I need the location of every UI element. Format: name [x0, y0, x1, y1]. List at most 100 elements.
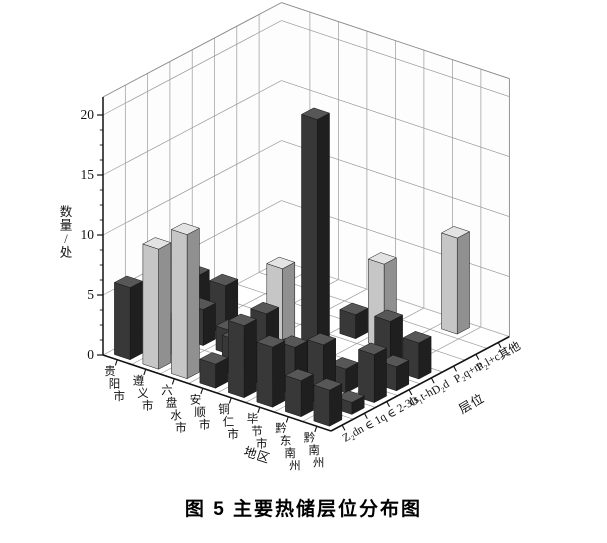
bar-遵义市-Z₂dn: [142, 237, 172, 370]
y-tick: [341, 424, 346, 431]
bar-top-face: [339, 302, 369, 315]
x-tick: [171, 378, 175, 385]
x-tick: [114, 359, 118, 366]
bar-毕节市-Z₂dn: [256, 335, 286, 408]
bar-side-face: [243, 318, 257, 399]
bar-top-face: [256, 335, 286, 348]
bar-top-face: [373, 309, 404, 322]
y-tick: [386, 401, 391, 408]
z-tick-label: 20: [81, 107, 95, 122]
bar-side-face: [373, 347, 387, 404]
bar-黔东南州-其他: [440, 226, 471, 335]
bar-front-face: [313, 384, 330, 427]
bar-top-face: [278, 335, 308, 348]
bar-top-face: [266, 256, 296, 270]
x-tick: [143, 369, 147, 376]
bar-top-face: [380, 354, 410, 368]
bar-front-face: [142, 243, 159, 370]
x-tick: [314, 426, 318, 433]
z-tick-label: 10: [81, 227, 95, 242]
y-tick: [475, 354, 480, 360]
bar-top-face: [142, 237, 172, 250]
y-tick: [408, 389, 413, 396]
horizon-tick-label: ∈ 1q: [363, 411, 389, 433]
bar-top-face: [227, 313, 258, 326]
bar-top-face: [335, 390, 365, 403]
bar-贵阳市-Z₂dn: [113, 275, 144, 361]
bar-top-face: [199, 352, 229, 365]
x-tick: [285, 416, 289, 423]
bar-top-face: [113, 275, 144, 288]
bar-top-face: [440, 226, 471, 239]
bar-side-face: [202, 302, 216, 347]
y-axis: [330, 335, 510, 432]
bar-side-face: [418, 336, 432, 380]
y-tick: [430, 377, 435, 384]
z-tick-labels: 0 5 10 15 20: [81, 107, 103, 362]
bar-top-face: [357, 342, 388, 355]
bar-黔南州-∈ 2-3ls: [357, 342, 388, 404]
bar-黔南州-Z₂dn: [313, 378, 343, 427]
bar-side-face: [129, 280, 143, 361]
region-tick-label: 黔南州: [304, 430, 325, 469]
z-tick-label: 15: [81, 167, 95, 182]
y-tick: [363, 413, 368, 419]
region-tick-label: 六盘水市: [161, 384, 186, 435]
bar-side-face: [186, 227, 200, 380]
bar-top-face: [313, 378, 343, 391]
bar-黔东南州-Z₂dn: [284, 368, 315, 418]
bar-front-face: [171, 229, 188, 380]
bar-top-face: [170, 222, 201, 235]
bar-side-face: [272, 340, 286, 408]
bar-铜仁市-Z₂dn: [227, 313, 258, 399]
x-axis-title: 地区: [242, 445, 272, 467]
figure-caption: 图 5 主要热储层位分布图: [184, 499, 423, 520]
region-tick-label: 贵阳市: [104, 365, 125, 403]
bar-side-face: [300, 373, 314, 418]
bars: [113, 107, 471, 427]
region-tick-label: 安顺市: [190, 392, 211, 431]
z-axis-title: 数量/处: [60, 204, 73, 260]
bar-front-face: [114, 282, 131, 361]
region-tick-label: 毕节市: [247, 412, 268, 450]
box-top-back-edge: [281, 2, 510, 80]
bar-六盘水市-Z₂dn: [170, 222, 201, 380]
horizon-tick-label: Z₂dn: [341, 423, 367, 445]
z-tick-label: 0: [87, 347, 94, 362]
bar-top-face: [402, 331, 432, 344]
bar-side-face: [158, 242, 172, 370]
horizon-tick-label: 其他: [496, 339, 523, 362]
bar-front-face: [228, 320, 245, 399]
bar-front-face: [285, 375, 302, 418]
bar-top-face: [209, 273, 239, 287]
region-tick-label: 遵义市: [133, 373, 154, 412]
x-axis: [102, 354, 332, 432]
bar-front-face: [441, 232, 458, 335]
box-top-left-edge: [102, 2, 282, 98]
bar-top-face: [284, 368, 315, 381]
y-axis-title: 层位: [456, 390, 487, 416]
bar-top-face: [300, 107, 331, 120]
bar-top-face: [329, 357, 359, 370]
bar-side-face: [456, 231, 470, 335]
x-tick: [200, 388, 204, 395]
bar-front-face: [256, 341, 273, 408]
bar-铜仁市-P₂q+m: [339, 302, 369, 340]
bar-毕节市-∈ 2-3ls: [300, 107, 331, 385]
z-tick-label: 5: [87, 287, 94, 302]
bar-安顺市-Z₂dn: [199, 352, 229, 389]
y-tick: [453, 365, 457, 372]
bar-top-face: [250, 301, 280, 315]
bar-top-face: [307, 332, 337, 346]
axes: [102, 97, 510, 432]
bar-side-face: [329, 383, 343, 427]
x-tick: [228, 397, 232, 404]
x-tick: [257, 407, 261, 414]
bar-top-face: [367, 252, 398, 265]
y-tick: [497, 342, 502, 349]
bar3d-chart: 0 5 10 15 20 贵阳市 遵义市 六盘水市 安顺市 铜仁市 毕节市 黔东南州 黔南州 地区 Z₂dn…: [60, 2, 523, 473]
region-tick-label: 铜仁市: [218, 402, 239, 441]
